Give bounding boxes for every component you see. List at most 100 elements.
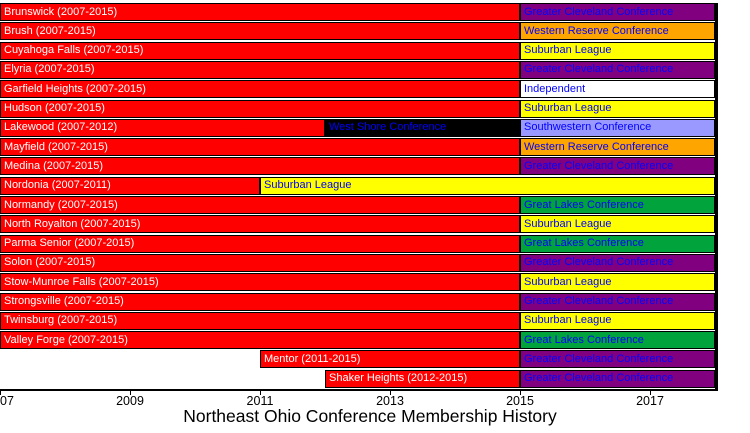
bar-label: Elyria (2007-2015) [4, 63, 95, 76]
x-tick-label-2013: 2013 [376, 394, 404, 408]
bar-western-reserve-conference: Western Reserve Conference [520, 138, 715, 157]
bar-label: Greater Cleveland Conference [524, 372, 674, 385]
x-tick-mark-2007 [0, 391, 1, 395]
bar-label: West Shore Conference [329, 121, 447, 134]
x-tick-label-2015: 2015 [506, 394, 534, 408]
bar-southwestern-conference: Southwestern Conference [520, 118, 715, 137]
timeline-row-medina: Medina (2007-2015) Greater Cleveland Conf… [0, 157, 715, 176]
timeline-row-shaker-heights: Shaker Heights (2012-2015) Greater Clevel… [0, 369, 715, 388]
bar-suburban-league: Suburban League [260, 176, 715, 195]
x-tick-mark-2009 [130, 391, 131, 395]
bar-label: Southwestern Conference [524, 121, 652, 134]
bar-label: Greater Cleveland Conference [524, 352, 674, 365]
bar-label: Brush (2007-2015) [4, 24, 96, 37]
bar-stow-munroe-falls-2007-2015: Stow-Munroe Falls (2007-2015) [0, 273, 520, 292]
bar-western-reserve-conference: Western Reserve Conference [520, 22, 715, 41]
timeline-row-mayfield: Mayfield (2007-2015) Western Reserve Conf… [0, 138, 715, 157]
bar-label: Normandy (2007-2015) [4, 198, 118, 211]
bar-label: Suburban League [524, 275, 612, 288]
bar-greater-cleveland-conference: Greater Cleveland Conference [520, 369, 715, 388]
timeline-row-hudson: Hudson (2007-2015) Suburban League [0, 99, 715, 118]
bar-label: Western Reserve Conference [524, 24, 669, 37]
timeline-row-lakewood: Lakewood (2007-2012) West Shore Conferenc… [0, 118, 715, 137]
timeline-row-stow-munroe-falls: Stow-Munroe Falls (2007-2015) Suburban Le… [0, 273, 715, 292]
x-tick-mark-2013 [390, 391, 391, 395]
timeline-row-valley-forge: Valley Forge (2007-2015) Great Lakes Conf… [0, 331, 715, 350]
timeline-row-twinsburg: Twinsburg (2007-2015) Suburban League [0, 311, 715, 330]
bar-label: Parma Senior (2007-2015) [4, 237, 135, 250]
bar-label: Great Lakes Conference [524, 237, 644, 250]
bar-label: Lakewood (2007-2012) [4, 121, 118, 134]
timeline-row-cuyahoga-falls: Cuyahoga Falls (2007-2015) Suburban Leagu… [0, 41, 715, 60]
bar-label: Shaker Heights (2012-2015) [329, 372, 468, 385]
bar-hudson-2007-2015: Hudson (2007-2015) [0, 99, 520, 118]
bar-parma-senior-2007-2015: Parma Senior (2007-2015) [0, 234, 520, 253]
chart-title: Northeast Ohio Conference Membership His… [183, 406, 557, 426]
bar-solon-2007-2015: Solon (2007-2015) [0, 253, 520, 272]
bar-label: Great Lakes Conference [524, 333, 644, 346]
bar-greater-cleveland-conference: Greater Cleveland Conference [520, 3, 715, 21]
chart-plot-area: Brunswick (2007-2015) Greater Cleveland C… [0, 3, 715, 388]
bar-label: Mentor (2011-2015) [264, 352, 361, 365]
timeline-row-strongsville: Strongsville (2007-2015) Greater Clevelan… [0, 292, 715, 311]
bar-label: Hudson (2007-2015) [4, 102, 105, 114]
bar-greater-cleveland-conference: Greater Cleveland Conference [520, 350, 715, 369]
timeline-row-brush: Brush (2007-2015) Western Reserve Confere… [0, 22, 715, 41]
bar-label: Cuyahoga Falls (2007-2015) [4, 44, 144, 57]
bar-mayfield-2007-2015: Mayfield (2007-2015) [0, 138, 520, 157]
bar-greater-cleveland-conference: Greater Cleveland Conference [520, 157, 715, 176]
bar-label: Suburban League [524, 217, 612, 230]
bar-suburban-league: Suburban League [520, 311, 715, 330]
bar-label: Suburban League [264, 179, 352, 192]
bar-west-shore-conference: West Shore Conference [325, 118, 520, 137]
bar-label: Western Reserve Conference [524, 140, 669, 153]
bar-strongsville-2007-2015: Strongsville (2007-2015) [0, 292, 520, 311]
bar-label: Mayfield (2007-2015) [4, 140, 108, 153]
x-tick-label-2017: 2017 [636, 394, 664, 408]
bar-suburban-league: Suburban League [520, 99, 715, 118]
x-tick-label-2007: 07 [0, 394, 14, 408]
bar-twinsburg-2007-2015: Twinsburg (2007-2015) [0, 311, 520, 330]
x-axis-line [0, 389, 718, 391]
timeline-row-brunswick: Brunswick (2007-2015) Greater Cleveland C… [0, 3, 715, 21]
x-tick-mark-2015 [520, 391, 521, 395]
bar-label: North Royalton (2007-2015) [4, 217, 141, 230]
bar-label: Brunswick (2007-2015) [4, 5, 118, 18]
bar-shaker-heights-2012-2015: Shaker Heights (2012-2015) [325, 369, 520, 388]
bar-suburban-league: Suburban League [520, 273, 715, 292]
bar-label: Suburban League [524, 44, 612, 57]
bar-brunswick-2007-2015: Brunswick (2007-2015) [0, 3, 520, 21]
bar-greater-cleveland-conference: Greater Cleveland Conference [520, 292, 715, 311]
bar-greater-cleveland-conference: Greater Cleveland Conference [520, 253, 715, 272]
bar-label: Greater Cleveland Conference [524, 5, 674, 18]
bar-suburban-league: Suburban League [520, 41, 715, 60]
bar-label: Garfield Heights (2007-2015) [4, 82, 146, 95]
bar-label: Nordonia (2007-2011) [4, 179, 111, 192]
timeline-row-parma-senior: Parma Senior (2007-2015) Great Lakes Conf… [0, 234, 715, 253]
timeline-row-elyria: Elyria (2007-2015) Greater Cleveland Conf… [0, 60, 715, 79]
timeline-row-garfield-heights: Garfield Heights (2007-2015) Independent [0, 80, 715, 99]
timeline-row-nordonia: Nordonia (2007-2011) Suburban League [0, 176, 715, 195]
bar-label: Twinsburg (2007-2015) [4, 314, 118, 327]
chart-right-border [715, 3, 718, 389]
bar-label: Greater Cleveland Conference [524, 63, 674, 76]
bar-label: Great Lakes Conference [524, 198, 644, 211]
x-tick-label-2011: 2011 [246, 394, 274, 408]
x-tick-mark-2011 [260, 391, 261, 395]
bar-label: Solon (2007-2015) [4, 256, 96, 269]
bar-great-lakes-conference: Great Lakes Conference [520, 331, 715, 350]
bar-label: Strongsville (2007-2015) [4, 295, 124, 307]
bar-brush-2007-2015: Brush (2007-2015) [0, 22, 520, 41]
timeline-row-north-royalton: North Royalton (2007-2015) Suburban Leagu… [0, 215, 715, 234]
bar-label: Greater Cleveland Conference [524, 295, 674, 307]
bar-label: Medina (2007-2015) [4, 159, 104, 172]
x-tick-mark-2017 [650, 391, 651, 395]
bar-great-lakes-conference: Great Lakes Conference [520, 196, 715, 214]
bar-great-lakes-conference: Great Lakes Conference [520, 234, 715, 253]
bar-nordonia-2007-2011: Nordonia (2007-2011) [0, 176, 260, 195]
bar-normandy-2007-2015: Normandy (2007-2015) [0, 196, 520, 214]
x-tick-label-2009: 2009 [116, 394, 144, 408]
bar-label: Greater Cleveland Conference [524, 159, 674, 172]
timeline-row-mentor: Mentor (2011-2015) Greater Cleveland Conf… [0, 350, 715, 369]
